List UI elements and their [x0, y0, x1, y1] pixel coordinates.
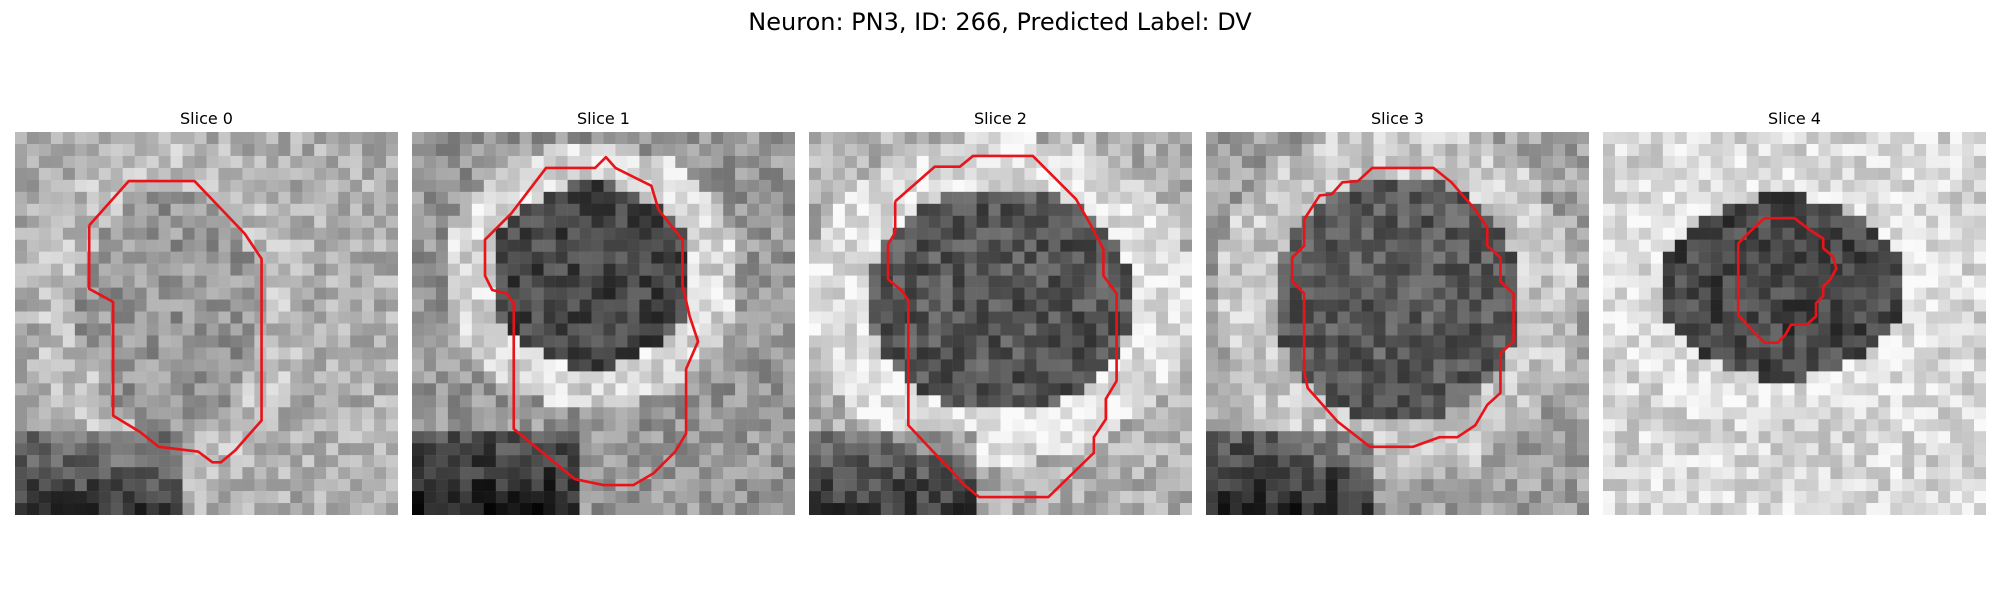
pixel-grid [1603, 132, 1986, 515]
microscopy-image-3 [1206, 132, 1589, 515]
segmentation-contour [1736, 216, 1838, 344]
slice-panel-4: Slice 4 [1603, 108, 1986, 515]
microscopy-image-0 [15, 132, 398, 515]
slice-title: Slice 4 [1768, 109, 1821, 128]
segmentation-contour [483, 155, 700, 487]
pixel-grid [15, 132, 398, 515]
slice-panel-3: Slice 3 [1206, 108, 1589, 515]
pixel-grid [809, 132, 1192, 515]
microscopy-image-2 [809, 132, 1192, 515]
slice-title: Slice 0 [180, 109, 233, 128]
microscopy-image-4 [1603, 132, 1986, 515]
pixel-grid [412, 132, 795, 515]
slice-panel-0: Slice 0 [15, 108, 398, 515]
segmentation-contour [886, 154, 1118, 499]
slice-title: Slice 1 [577, 109, 630, 128]
slice-title: Slice 3 [1371, 109, 1424, 128]
slice-panel-2: Slice 2 [809, 108, 1192, 515]
microscopy-image-1 [412, 132, 795, 515]
figure-title: Neuron: PN3, ID: 266, Predicted Label: D… [748, 8, 1252, 36]
slice-title: Slice 2 [974, 109, 1027, 128]
segmentation-contour [1290, 166, 1515, 449]
slice-panel-1: Slice 1 [412, 108, 795, 515]
pixel-grid [1206, 132, 1589, 515]
segmentation-contour [87, 179, 263, 464]
